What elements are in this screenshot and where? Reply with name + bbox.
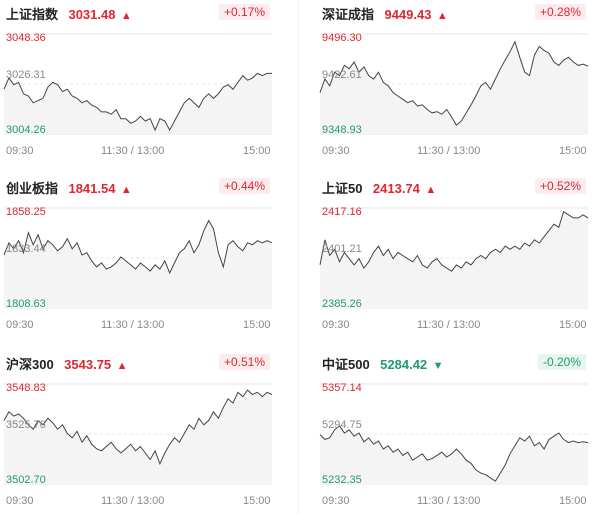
price-area <box>320 211 588 308</box>
chart-svg <box>3 383 273 485</box>
x-label-close: 15:00 <box>559 319 587 331</box>
y-open-label: 2401.21 <box>322 243 362 255</box>
y-low-label: 1808.63 <box>6 298 46 310</box>
x-label-close: 15:00 <box>559 145 587 157</box>
y-open-label: 3026.31 <box>6 69 46 81</box>
intraday-chart[interactable] <box>0 200 276 314</box>
intraday-chart[interactable] <box>316 26 592 140</box>
price-area <box>4 390 272 484</box>
price-area <box>4 73 272 134</box>
y-low-label: 2385.26 <box>322 298 362 310</box>
index-price: 2413.74 <box>372 181 420 196</box>
y-high-label: 5357.14 <box>322 382 362 394</box>
x-label-close: 15:00 <box>243 319 271 331</box>
price-area <box>4 220 272 308</box>
x-label-open: 09:30 <box>6 319 34 331</box>
x-label-open: 09:30 <box>322 319 350 331</box>
x-label-midday: 11:30 / 13:00 <box>417 145 481 157</box>
price-line <box>3 389 273 466</box>
price-area <box>320 41 588 135</box>
y-low-label: 5232.35 <box>322 474 362 486</box>
x-label-midday: 11:30 / 13:00 <box>101 495 165 507</box>
x-label-open: 09:30 <box>6 495 34 507</box>
card-header: 深证成指 9449.43 ▲ +0.28% <box>322 4 592 22</box>
card-header: 创业板指 1841.54 ▲ +0.44% <box>6 178 276 196</box>
chart-svg <box>319 383 589 485</box>
card-header: 上证50 2413.74 ▲ +0.52% <box>322 178 592 196</box>
chart-svg <box>319 33 589 135</box>
index-name: 中证500 <box>322 357 370 372</box>
change-badge: -0.20% <box>537 354 586 370</box>
price-line <box>3 72 272 132</box>
intraday-chart[interactable] <box>316 376 592 490</box>
index-card[interactable]: 中证500 5284.42 ▼ -0.20% 5357.14 5294.75 5… <box>316 350 596 514</box>
index-card[interactable]: 深证成指 9449.43 ▲ +0.28% 9496.30 9422.61 93… <box>316 0 596 164</box>
x-label-midday: 11:30 / 13:00 <box>417 495 481 507</box>
index-card[interactable]: 上证50 2413.74 ▲ +0.52% 2417.16 2401.21 23… <box>316 174 596 338</box>
chart-svg <box>3 207 273 309</box>
x-label-open: 09:30 <box>322 145 350 157</box>
index-price: 9449.43 <box>384 7 432 22</box>
index-price: 3543.75 <box>64 357 112 372</box>
x-label-close: 15:00 <box>243 495 271 507</box>
change-badge: +0.52% <box>534 178 586 194</box>
index-name: 创业板指 <box>6 181 59 196</box>
up-arrow-icon: ▲ <box>120 184 132 196</box>
x-label-open: 09:30 <box>322 495 350 507</box>
intraday-chart[interactable] <box>0 376 276 490</box>
price-line <box>319 40 589 126</box>
y-high-label: 2417.16 <box>322 206 362 218</box>
y-high-label: 3548.83 <box>6 382 46 394</box>
index-name: 沪深300 <box>6 357 54 372</box>
up-arrow-icon: ▲ <box>436 10 448 22</box>
x-label-midday: 11:30 / 13:00 <box>417 319 481 331</box>
y-low-label: 3004.26 <box>6 124 46 136</box>
down-arrow-icon: ▼ <box>432 360 444 372</box>
index-card[interactable]: 沪深300 3543.75 ▲ +0.51% 3548.83 3525.76 3… <box>0 350 280 514</box>
chart-svg <box>319 207 589 309</box>
price-line <box>319 425 589 482</box>
y-high-label: 9496.30 <box>322 32 362 44</box>
y-high-label: 1858.25 <box>6 206 46 218</box>
intraday-chart[interactable] <box>0 26 276 140</box>
change-badge: +0.28% <box>534 4 586 20</box>
index-price: 3031.48 <box>68 7 116 22</box>
y-low-label: 9348.93 <box>322 124 362 136</box>
index-price: 1841.54 <box>68 181 116 196</box>
x-label-midday: 11:30 / 13:00 <box>101 145 165 157</box>
card-header: 中证500 5284.42 ▼ -0.20% <box>322 354 592 372</box>
y-open-label: 3525.76 <box>6 419 46 431</box>
price-line <box>319 210 589 272</box>
chart-svg <box>3 33 272 135</box>
up-arrow-icon: ▲ <box>116 360 128 372</box>
index-price: 5284.42 <box>380 357 428 372</box>
intraday-chart[interactable] <box>316 200 592 314</box>
column-divider <box>298 0 299 514</box>
card-header: 上证指数 3031.48 ▲ +0.17% <box>6 4 276 22</box>
x-label-midday: 11:30 / 13:00 <box>101 319 165 331</box>
y-high-label: 3048.36 <box>6 32 46 44</box>
price-line <box>3 219 273 275</box>
x-label-open: 09:30 <box>6 145 34 157</box>
card-header: 沪深300 3543.75 ▲ +0.51% <box>6 354 276 372</box>
y-open-label: 9422.61 <box>322 69 362 81</box>
price-area <box>320 425 588 484</box>
up-arrow-icon: ▲ <box>120 10 132 22</box>
x-label-close: 15:00 <box>559 495 587 507</box>
change-badge: +0.51% <box>218 354 270 370</box>
y-open-label: 5294.75 <box>322 419 362 431</box>
x-label-close: 15:00 <box>243 145 271 157</box>
index-name: 上证50 <box>322 181 363 196</box>
y-open-label: 1833.44 <box>6 243 46 255</box>
y-low-label: 3502.70 <box>6 474 46 486</box>
up-arrow-icon: ▲ <box>425 184 437 196</box>
index-card[interactable]: 创业板指 1841.54 ▲ +0.44% 1858.25 1833.44 18… <box>0 174 280 338</box>
index-card[interactable]: 上证指数 3031.48 ▲ +0.17% 3048.36 3026.31 30… <box>0 0 280 164</box>
change-badge: +0.17% <box>218 4 270 20</box>
index-name: 深证成指 <box>322 7 375 22</box>
change-badge: +0.44% <box>218 178 270 194</box>
index-name: 上证指数 <box>6 7 59 22</box>
